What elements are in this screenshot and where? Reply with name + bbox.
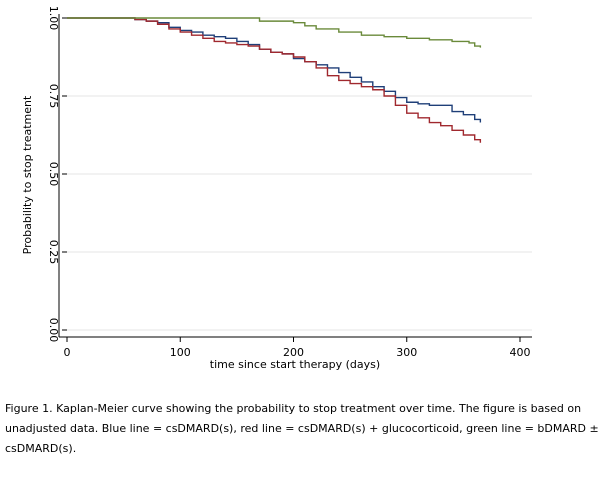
y-tick-label: 0.25 bbox=[47, 240, 60, 265]
kaplan-meier-chart: 0.00 0.25 0.50 0.75 1.00 0 100 200 300 400 time s… bbox=[21, 6, 532, 371]
x-tick-label: 400 bbox=[510, 346, 531, 359]
x-axis-label: time since start therapy (days) bbox=[210, 358, 380, 371]
y-tick-label: 1.00 bbox=[47, 6, 60, 31]
axes bbox=[58, 14, 532, 342]
x-tick-label: 0 bbox=[64, 346, 71, 359]
series-line-bdmard-csdmard-s bbox=[67, 17, 482, 48]
y-tick-label: 0.75 bbox=[47, 84, 60, 109]
figure-caption: Figure 1. Kaplan-Meier curve showing the… bbox=[5, 402, 599, 455]
series-line-csdmard-s bbox=[67, 17, 482, 123]
y-tick-label: 0.00 bbox=[47, 318, 60, 343]
x-tick-label: 300 bbox=[396, 346, 417, 359]
series-line-csdmard-s-glucocorticoid bbox=[67, 17, 482, 143]
tick-labels: 0.00 0.25 0.50 0.75 1.00 0 100 200 300 400 bbox=[47, 6, 531, 359]
y-axis-label: Probability to stop treatment bbox=[21, 95, 34, 254]
x-tick-label: 200 bbox=[283, 346, 304, 359]
series-lines bbox=[67, 17, 482, 143]
x-tick-label: 100 bbox=[170, 346, 191, 359]
gridlines bbox=[67, 17, 532, 331]
y-tick-label: 0.50 bbox=[47, 162, 60, 187]
